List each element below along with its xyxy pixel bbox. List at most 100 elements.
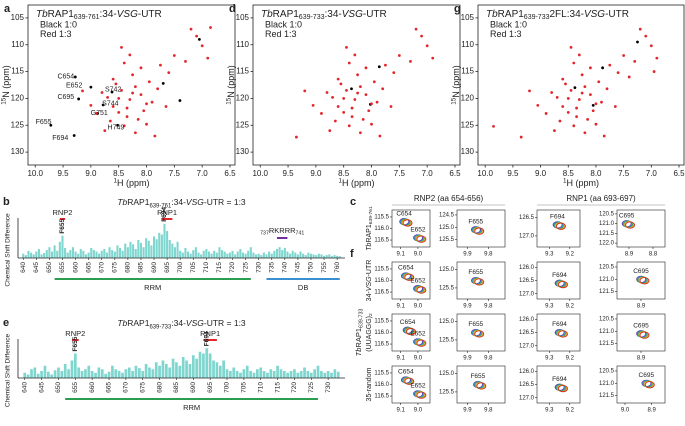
peak-label: F655 bbox=[468, 321, 483, 328]
bar bbox=[215, 252, 218, 258]
peak bbox=[342, 110, 346, 114]
y-tick-label: 125.5 bbox=[439, 237, 455, 243]
bar bbox=[142, 247, 145, 258]
bar bbox=[325, 255, 328, 258]
x-tick-label: 9.0 bbox=[414, 408, 423, 414]
y-tick-label: 125.0 bbox=[439, 267, 455, 273]
peak bbox=[558, 119, 562, 123]
x-tick-label: 705 bbox=[190, 262, 197, 273]
contour-peak bbox=[470, 276, 485, 286]
x-tick-label: 665 bbox=[85, 262, 92, 273]
x-tick-label: 685 bbox=[173, 382, 180, 393]
panel-title-part: :34- bbox=[100, 9, 117, 20]
row-label-part: 34- bbox=[366, 291, 373, 302]
bar bbox=[279, 369, 283, 378]
peak bbox=[159, 63, 162, 67]
row-label-part: VSG bbox=[366, 276, 373, 291]
peak bbox=[72, 134, 76, 137]
legend-entry: Red 1:3 bbox=[40, 29, 72, 39]
peak bbox=[536, 104, 540, 107]
cell-frame bbox=[536, 209, 581, 248]
y-tick-label: 127.0 bbox=[519, 343, 535, 349]
peak bbox=[431, 56, 435, 60]
legend-entry: Black 1:0 bbox=[265, 19, 302, 29]
panel-title-part: 639-761 bbox=[149, 203, 171, 209]
bar bbox=[218, 365, 222, 378]
bar bbox=[289, 253, 292, 258]
peak bbox=[164, 105, 168, 108]
panel-title-part: VSG bbox=[584, 9, 605, 20]
bar bbox=[181, 357, 185, 378]
bar bbox=[336, 371, 340, 378]
peak bbox=[336, 105, 340, 108]
peak bbox=[131, 73, 135, 77]
bar bbox=[249, 371, 252, 378]
contour-ring bbox=[639, 277, 650, 285]
bar bbox=[307, 252, 310, 258]
peak bbox=[114, 82, 118, 86]
bar bbox=[315, 255, 318, 258]
contour-peak bbox=[552, 221, 566, 230]
row-label-part: 35-random bbox=[366, 367, 373, 401]
peak bbox=[209, 26, 212, 29]
panel-title-part: RAP1 bbox=[127, 197, 149, 207]
bar bbox=[228, 252, 231, 258]
peak bbox=[594, 102, 598, 106]
bar bbox=[158, 232, 161, 258]
bar bbox=[260, 255, 263, 258]
contour-ring bbox=[416, 286, 427, 294]
y-tick-label: 126.5 bbox=[519, 330, 535, 336]
peak bbox=[106, 95, 109, 99]
peak bbox=[602, 134, 606, 138]
peak bbox=[577, 98, 581, 101]
y-axis-label: 15N (ppm) bbox=[225, 65, 236, 105]
x-tick-label: 720 bbox=[291, 382, 298, 393]
peak bbox=[120, 46, 123, 49]
bar-panel: e TbRAP1639-733:34-VSG-UTR = 1:3 Chemical … bbox=[3, 317, 345, 412]
bar bbox=[166, 231, 169, 258]
panel-title: TbRAP1639-733:34-VSG-UTR = 1:3 bbox=[117, 318, 246, 330]
y-tick-label: 126.0 bbox=[519, 317, 535, 323]
x-tick-label: 9.3 bbox=[545, 356, 554, 362]
panel-title-part: :34- bbox=[325, 9, 342, 20]
bar bbox=[309, 372, 313, 378]
x-axis-label-part: H (ppm) bbox=[567, 178, 600, 188]
y-tick-label: 115.5 bbox=[374, 319, 389, 325]
peak bbox=[353, 98, 357, 101]
peak bbox=[145, 102, 148, 106]
y-tick-label: 116.5 bbox=[374, 342, 389, 348]
panel-title-part: 639-733 bbox=[299, 14, 325, 21]
row-label-part: Tb bbox=[366, 242, 373, 250]
bar bbox=[82, 250, 85, 258]
bar bbox=[259, 367, 263, 378]
peak bbox=[136, 117, 140, 121]
bar bbox=[104, 373, 107, 378]
y-tick-label: 120 bbox=[11, 94, 25, 103]
contour-ring bbox=[558, 385, 568, 393]
y-tick-label: 120 bbox=[461, 94, 475, 103]
row-label: 34-VSG-UTR bbox=[366, 260, 373, 302]
bar bbox=[313, 369, 317, 378]
bar bbox=[158, 365, 161, 378]
bar bbox=[22, 253, 25, 258]
peak-label: E652 bbox=[410, 277, 426, 284]
bar bbox=[90, 371, 94, 378]
x-tick-label: 690 bbox=[151, 262, 158, 273]
x-tick-label: 6.5 bbox=[673, 169, 685, 178]
peak bbox=[600, 100, 603, 104]
panel-title-part: VSG bbox=[117, 9, 138, 20]
bar bbox=[330, 372, 333, 378]
peak bbox=[328, 129, 332, 133]
residue-label: F655 bbox=[59, 218, 66, 233]
peak bbox=[553, 129, 556, 133]
peak-label: C654 bbox=[400, 319, 416, 326]
peak bbox=[139, 93, 143, 97]
contour-peak bbox=[470, 328, 485, 338]
residue-label: F694 bbox=[161, 207, 168, 222]
y-tick-label: 127.0 bbox=[519, 291, 535, 297]
bar bbox=[242, 369, 246, 378]
panel-title-part: -UTR bbox=[363, 9, 387, 20]
peak bbox=[347, 61, 351, 65]
x-tick-label: 10.0 bbox=[27, 169, 43, 178]
peak bbox=[627, 75, 631, 79]
